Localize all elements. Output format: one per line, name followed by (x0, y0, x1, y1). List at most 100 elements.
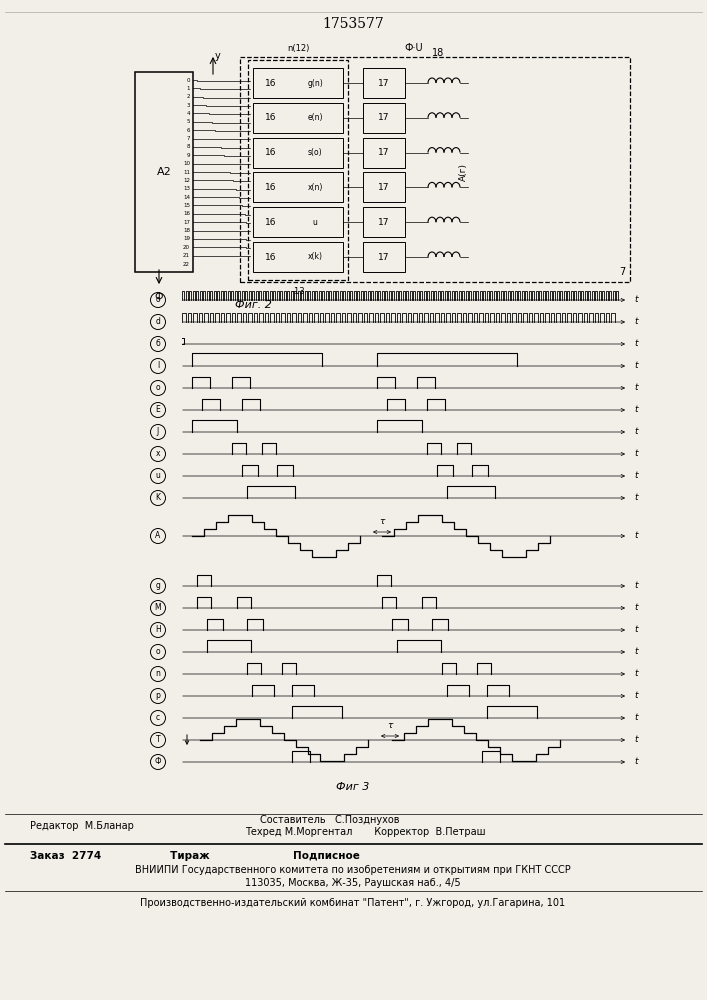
Text: 18: 18 (432, 48, 444, 58)
Text: t: t (634, 428, 638, 436)
Text: 16: 16 (265, 183, 276, 192)
Text: t: t (634, 692, 638, 700)
Text: 14: 14 (183, 195, 190, 200)
Text: 6: 6 (187, 128, 190, 133)
Text: t: t (634, 670, 638, 678)
Text: t: t (634, 340, 638, 349)
Bar (253, 103, 343, 133)
Text: б: б (156, 340, 160, 349)
Text: g(n): g(n) (307, 79, 323, 88)
Text: Фиг 3: Фиг 3 (337, 782, 370, 792)
Text: Фиг. 2: Фиг. 2 (235, 300, 272, 310)
Text: 20: 20 (183, 245, 190, 250)
Text: t: t (634, 472, 638, 481)
Text: t: t (634, 493, 638, 502)
Text: 17: 17 (378, 183, 390, 192)
Text: 19: 19 (183, 236, 190, 241)
Text: t: t (634, 296, 638, 304)
Text: 22: 22 (183, 261, 190, 266)
Text: x(k): x(k) (308, 252, 322, 261)
Bar (363, 138, 405, 168)
Text: 17: 17 (378, 252, 390, 261)
Text: t: t (634, 648, 638, 656)
Text: 17: 17 (378, 148, 390, 157)
Text: 1: 1 (187, 86, 190, 91)
Bar (135, 72, 193, 272)
Text: Ф: Ф (155, 292, 163, 302)
Text: M: M (155, 603, 161, 612)
Bar (363, 68, 405, 98)
Text: Составитель   С.Позднухов: Составитель С.Позднухов (260, 815, 399, 825)
Text: 12: 12 (183, 178, 190, 183)
Text: t: t (634, 582, 638, 590)
Text: 9: 9 (187, 153, 190, 158)
Text: 10: 10 (183, 161, 190, 166)
Text: 16: 16 (265, 218, 276, 227)
Text: 15: 15 (183, 203, 190, 208)
Text: H: H (155, 626, 161, 635)
Text: t: t (634, 603, 638, 612)
Text: y: y (215, 51, 221, 61)
Bar (253, 242, 343, 272)
Text: 13: 13 (183, 186, 190, 191)
Text: 3: 3 (187, 103, 190, 108)
Text: τ: τ (387, 721, 392, 730)
Text: 17: 17 (378, 79, 390, 88)
Text: A2: A2 (157, 167, 171, 177)
Text: u: u (156, 472, 160, 481)
Text: x: x (156, 450, 160, 458)
Text: 4: 4 (187, 111, 190, 116)
Text: d: d (156, 318, 160, 326)
Text: 5: 5 (187, 119, 190, 124)
Text: 7: 7 (619, 267, 625, 277)
Text: K: K (156, 493, 160, 502)
Text: g: g (156, 582, 160, 590)
Text: t: t (634, 406, 638, 414)
Text: p: p (156, 692, 160, 700)
Bar (363, 103, 405, 133)
Text: 2: 2 (187, 94, 190, 99)
Bar (363, 172, 405, 202)
Text: 16: 16 (265, 252, 276, 261)
Text: c: c (156, 714, 160, 722)
Text: t: t (634, 626, 638, 635)
Text: 16: 16 (265, 113, 276, 122)
Text: Техред М.Моргентал       Корректор  В.Петраш: Техред М.Моргентал Корректор В.Петраш (245, 827, 486, 837)
Text: e(n): e(n) (308, 113, 323, 122)
Text: T: T (156, 736, 160, 744)
Text: Ф: Ф (155, 758, 161, 766)
Text: t: t (634, 361, 638, 370)
Text: 16: 16 (183, 211, 190, 216)
Text: 17: 17 (378, 113, 390, 122)
Text: 113035, Москва, Ж-35, Раушская наб., 4/5: 113035, Москва, Ж-35, Раушская наб., 4/5 (245, 878, 461, 888)
Bar (248, 60, 348, 280)
Text: t: t (634, 450, 638, 458)
Bar (253, 172, 343, 202)
Text: A(г): A(г) (459, 163, 467, 181)
Text: Производственно-издательский комбинат "Патент", г. Ужгород, ул.Гагарина, 101: Производственно-издательский комбинат "П… (141, 898, 566, 908)
Text: 21: 21 (183, 253, 190, 258)
Text: -13: -13 (291, 287, 305, 296)
Bar (253, 138, 343, 168)
Text: Ф·U: Ф·U (404, 43, 423, 53)
Text: Редактор  М.Бланар: Редактор М.Бланар (30, 821, 134, 831)
Text: 17: 17 (378, 218, 390, 227)
Text: 18: 18 (183, 228, 190, 233)
Text: l: l (157, 361, 159, 370)
Text: u: u (312, 218, 317, 227)
Text: 11: 11 (183, 169, 190, 174)
Text: n(12): n(12) (287, 43, 309, 52)
Text: E: E (156, 406, 160, 414)
Text: o: o (156, 296, 160, 304)
Text: o: o (156, 383, 160, 392)
Bar (363, 242, 405, 272)
Bar (363, 207, 405, 237)
Bar (253, 207, 343, 237)
Text: o: o (156, 648, 160, 656)
Text: t: t (634, 758, 638, 766)
Bar (240, 57, 630, 282)
Text: ВНИИПИ Государственного комитета по изобретениям и открытиям при ГКНТ СССР: ВНИИПИ Государственного комитета по изоб… (135, 865, 571, 875)
Text: J: J (157, 428, 159, 436)
Text: t: t (634, 532, 638, 540)
Text: 8: 8 (187, 144, 190, 149)
